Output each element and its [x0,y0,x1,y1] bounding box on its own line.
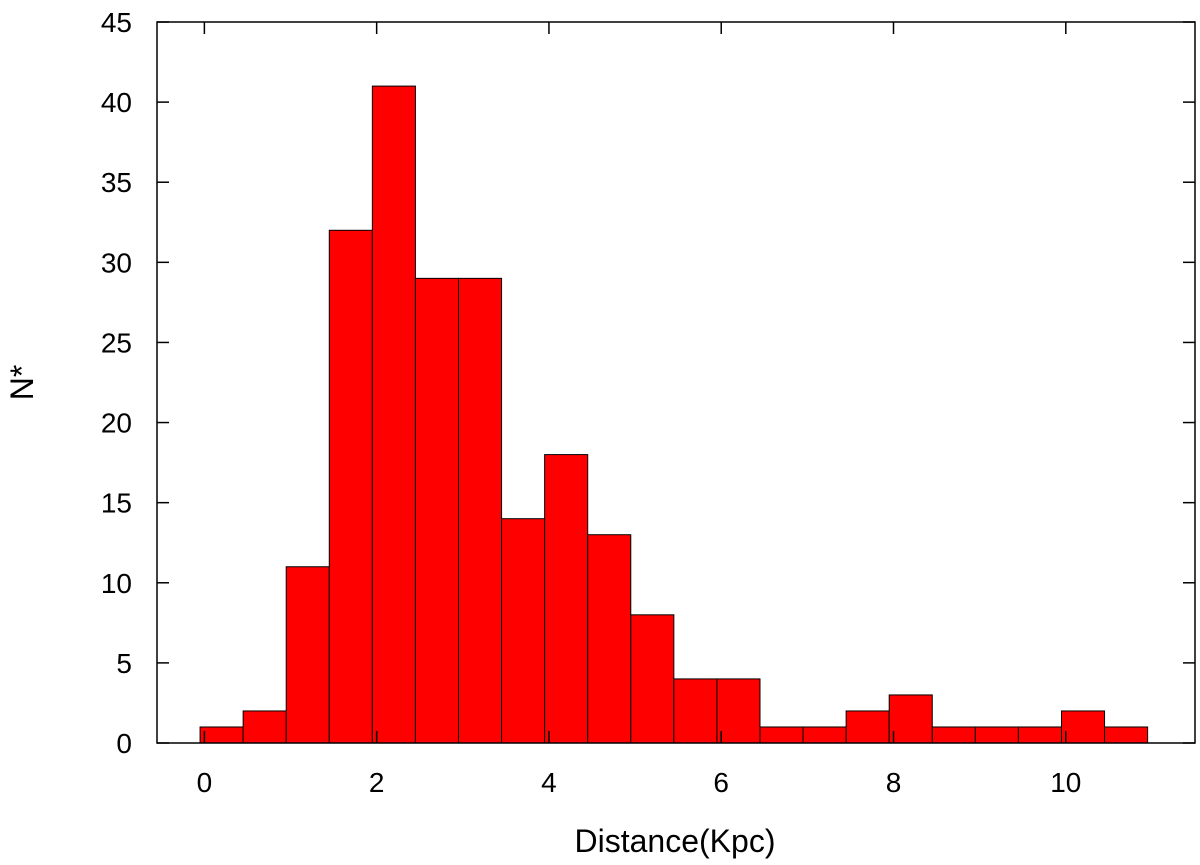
histogram-bar [1104,726,1149,744]
y-tick-label: 30 [101,247,132,278]
y-tick-label: 35 [101,167,132,198]
x-tick-label: 10 [1050,767,1081,798]
plot-frame [156,21,1196,744]
y-axis-label: N* [4,365,40,401]
x-tick-label: 4 [541,767,557,798]
y-tick-label: 40 [101,87,132,118]
histogram-bar [544,454,589,744]
bars-group [199,85,1149,744]
x-tick-label: 8 [886,767,902,798]
histogram-bar [759,726,804,744]
histogram-bar [673,678,718,744]
x-tick-label: 6 [713,767,729,798]
histogram-bar [587,534,632,744]
histogram-bar [931,726,976,744]
y-tick-label: 5 [116,648,132,679]
histogram-bar [199,726,244,744]
y-tick-label: 10 [101,568,132,599]
x-tick-label: 2 [369,767,385,798]
histogram-bar [501,518,546,744]
histogram-bar [457,277,503,744]
histogram-bar [285,566,330,744]
y-tick-label: 15 [101,488,132,519]
histogram-bar [371,85,416,744]
histogram-bar [716,678,761,744]
histogram-bar [1060,710,1106,744]
histogram-bar [802,726,847,744]
y-tick-label: 0 [116,728,132,759]
y-tick-label: 25 [101,327,132,358]
x-tick-label: 0 [197,767,213,798]
histogram-bar [974,726,1019,744]
histogram-bar [414,277,459,744]
histogram-bar [242,710,287,744]
y-tick-label: 45 [101,7,132,38]
tick-labels-group: 0 2 4 6 8 10 0 5 10 15 20 25 30 35 40 45 [101,7,1082,798]
histogram-bar [630,614,675,744]
y-tick-label: 20 [101,408,132,439]
histogram-bar [328,229,373,744]
histogram-bar [888,694,933,744]
x-axis-label: Distance(Kpc) [575,823,776,859]
histogram-bar [845,710,890,744]
histogram-bar [1017,726,1062,744]
